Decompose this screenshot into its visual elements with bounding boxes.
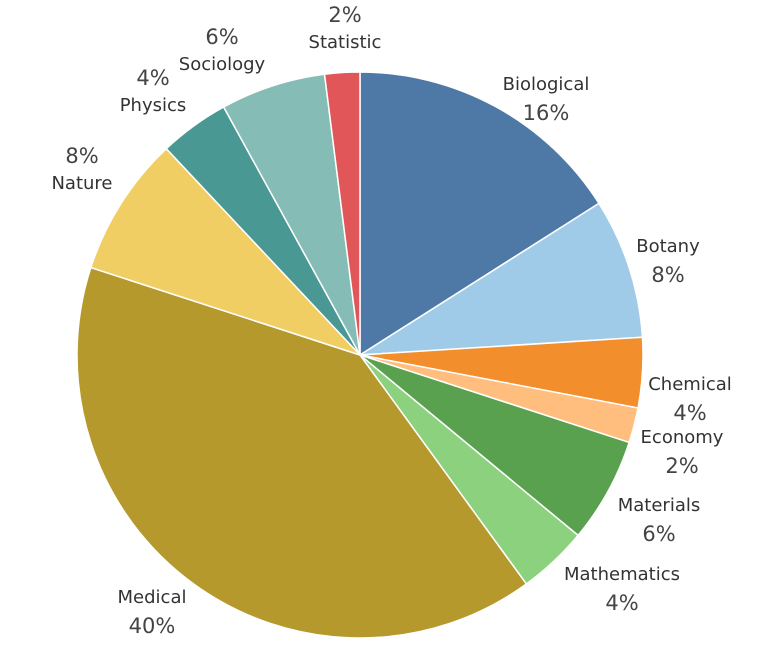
slice-value-economy: 2% bbox=[665, 454, 698, 478]
slice-label-economy: Economy bbox=[641, 427, 724, 448]
pie-slice-statistic[interactable] bbox=[323, 71, 361, 356]
slice-value-botany: 8% bbox=[651, 263, 684, 287]
slice-label-medical: Medical bbox=[118, 587, 187, 608]
pie-slice-medical[interactable] bbox=[76, 266, 528, 639]
slice-value-physics: 4% bbox=[136, 66, 169, 90]
pie-slice-nature[interactable] bbox=[89, 147, 361, 356]
slice-label-materials: Materials bbox=[618, 495, 701, 516]
slice-label-sociology: Sociology bbox=[179, 54, 266, 75]
slice-label-botany: Botany bbox=[636, 236, 700, 257]
slice-label-statistic: Statistic bbox=[309, 32, 382, 53]
slice-label-biological: Biological bbox=[503, 74, 590, 95]
slice-value-materials: 6% bbox=[642, 522, 675, 546]
slice-label-nature: Nature bbox=[51, 173, 112, 194]
slice-value-statistic: 2% bbox=[328, 3, 361, 27]
slice-value-mathematics: 4% bbox=[605, 591, 638, 615]
slice-label-mathematics: Mathematics bbox=[564, 564, 680, 585]
slice-value-nature: 8% bbox=[65, 144, 98, 168]
slice-label-physics: Physics bbox=[120, 95, 187, 116]
slice-labels: Biological16%Botany8%Chemical4%Economy2%… bbox=[51, 3, 731, 638]
slice-value-chemical: 4% bbox=[673, 401, 706, 425]
slice-label-chemical: Chemical bbox=[648, 374, 732, 395]
pie-slice-botany[interactable] bbox=[359, 202, 644, 356]
slice-value-biological: 16% bbox=[523, 101, 570, 125]
pie-slices bbox=[76, 71, 644, 639]
slice-value-medical: 40% bbox=[129, 614, 176, 638]
pie-slice-biological[interactable] bbox=[359, 71, 600, 357]
slice-value-sociology: 6% bbox=[205, 25, 238, 49]
